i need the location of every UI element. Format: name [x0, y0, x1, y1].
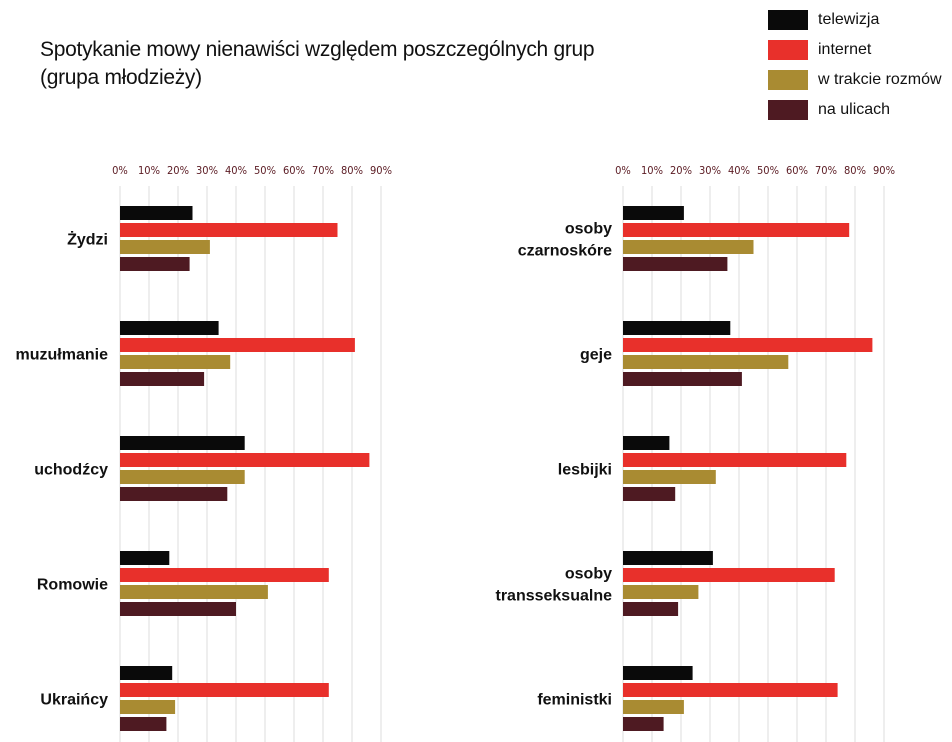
right-bar-internet	[623, 683, 838, 697]
left-category-label: muzułmanie	[16, 347, 109, 364]
chart-title-line-2: (grupa młodzieży)	[40, 66, 202, 89]
left-bar-telewizja	[120, 321, 219, 335]
left-bar-na-ulicach	[120, 372, 205, 386]
right-x-tick-label: 20%	[670, 164, 692, 177]
right-category-label: geje	[580, 347, 612, 364]
right-category-label: feministki	[537, 692, 612, 709]
legend-swatch-na-ulicach	[768, 100, 808, 120]
right-bar-na-ulicach	[623, 602, 679, 616]
left-x-tick-label: 0%	[112, 164, 128, 177]
right-category-label: czarnoskóre	[518, 243, 612, 260]
left-x-tick-label: 50%	[254, 164, 276, 177]
left-category-label: uchodźcy	[34, 462, 108, 479]
right-bar-w-trakcie-rozmow	[623, 700, 684, 714]
legend-label-telewizja: telewizja	[818, 11, 880, 28]
left-bar-na-ulicach	[120, 602, 236, 616]
chart-title: Spotykanie mowy nienawiści względem posz…	[40, 36, 660, 92]
left-bar-na-ulicach	[120, 257, 190, 271]
right-x-tick-label: 50%	[757, 164, 779, 177]
left-bar-internet	[120, 338, 355, 352]
left-bar-internet	[120, 453, 370, 467]
right-bar-telewizja	[623, 436, 670, 450]
chart-title-line-1: Spotykanie mowy nienawiści względem posz…	[40, 38, 595, 61]
legend-label-w-trakcie-rozmow: w trakcie rozmów	[818, 71, 942, 88]
right-x-tick-label: 40%	[728, 164, 750, 177]
right-category-label: lesbijki	[558, 462, 612, 479]
right-category-label: transseksualne	[495, 588, 612, 605]
right-x-tick-label: 90%	[873, 164, 895, 177]
legend-label-na-ulicach: na ulicach	[818, 101, 891, 118]
legend-label-internet: internet	[818, 41, 872, 58]
right-bar-w-trakcie-rozmow	[623, 470, 716, 484]
right-bar-na-ulicach	[623, 257, 728, 271]
left-bar-w-trakcie-rozmow	[120, 355, 231, 369]
right-category-label: osoby	[565, 566, 612, 583]
left-x-tick-label: 10%	[138, 164, 160, 177]
left-x-tick-label: 40%	[225, 164, 247, 177]
right-bar-na-ulicach	[623, 487, 676, 501]
right-bar-na-ulicach	[623, 372, 742, 386]
right-bar-w-trakcie-rozmow	[623, 355, 789, 369]
right-bar-internet	[623, 453, 847, 467]
right-bar-w-trakcie-rozmow	[623, 585, 699, 599]
right-bar-internet	[623, 338, 873, 352]
legend-swatch-internet	[768, 40, 808, 60]
right-bar-telewizja	[623, 551, 713, 565]
left-x-tick-label: 60%	[283, 164, 305, 177]
right-x-tick-label: 70%	[815, 164, 837, 177]
left-bar-w-trakcie-rozmow	[120, 700, 176, 714]
left-bar-telewizja	[120, 436, 245, 450]
left-x-tick-label: 30%	[196, 164, 218, 177]
left-bar-internet	[120, 223, 338, 237]
left-bar-na-ulicach	[120, 487, 228, 501]
right-x-tick-label: 80%	[844, 164, 866, 177]
left-bar-telewizja	[120, 551, 170, 565]
left-bar-internet	[120, 568, 329, 582]
left-x-tick-label: 90%	[370, 164, 392, 177]
right-bar-w-trakcie-rozmow	[623, 240, 754, 254]
right-category-label: osoby	[565, 221, 612, 238]
left-bar-na-ulicach	[120, 717, 167, 731]
right-bar-telewizja	[623, 666, 693, 680]
left-x-tick-label: 70%	[312, 164, 334, 177]
right-x-tick-label: 0%	[615, 164, 631, 177]
left-x-tick-label: 80%	[341, 164, 363, 177]
legend-swatch-w-trakcie-rozmow	[768, 70, 808, 90]
left-x-tick-label: 20%	[167, 164, 189, 177]
left-bar-w-trakcie-rozmow	[120, 585, 268, 599]
left-bar-w-trakcie-rozmow	[120, 240, 210, 254]
right-bar-telewizja	[623, 206, 684, 220]
right-bar-internet	[623, 223, 850, 237]
right-x-tick-label: 60%	[786, 164, 808, 177]
left-category-label: Żydzi	[67, 231, 108, 249]
left-bar-internet	[120, 683, 329, 697]
right-bar-na-ulicach	[623, 717, 664, 731]
left-category-label: Romowie	[37, 577, 108, 594]
right-x-tick-label: 10%	[641, 164, 663, 177]
left-bar-telewizja	[120, 206, 193, 220]
left-bar-telewizja	[120, 666, 173, 680]
right-x-tick-label: 30%	[699, 164, 721, 177]
right-bar-telewizja	[623, 321, 731, 335]
legend-swatch-telewizja	[768, 10, 808, 30]
left-bar-w-trakcie-rozmow	[120, 470, 245, 484]
left-category-label: Ukraińcy	[40, 692, 108, 709]
right-bar-internet	[623, 568, 835, 582]
